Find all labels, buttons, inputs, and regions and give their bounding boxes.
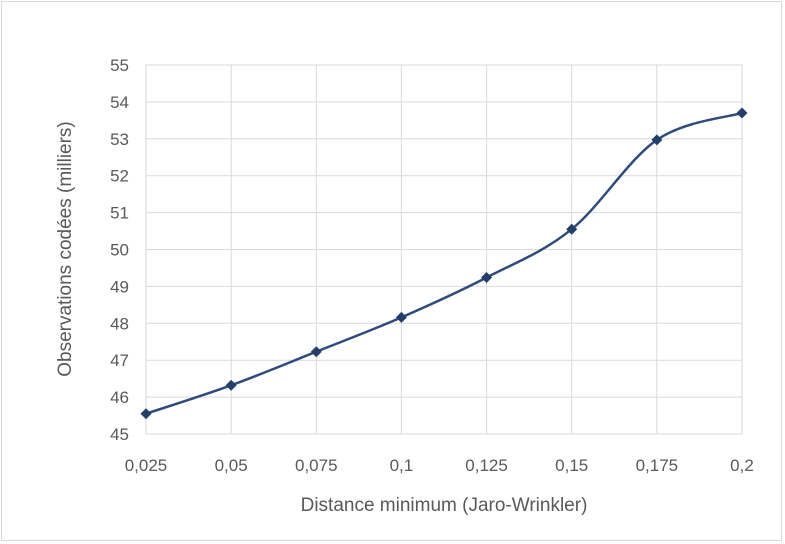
data-point [481, 272, 493, 284]
y-axis-title: Observations codées (milliers) [55, 121, 76, 377]
x-tick-label: 0,05 [215, 456, 248, 475]
x-tick-label: 0,2 [730, 456, 754, 475]
y-tick-label: 52 [110, 167, 129, 186]
y-tick-label: 45 [110, 425, 129, 444]
y-tick-label: 55 [110, 56, 129, 75]
data-point [310, 346, 322, 358]
x-tick-label: 0,025 [125, 456, 168, 475]
y-tick-label: 47 [110, 351, 129, 370]
y-tick-label: 51 [110, 204, 129, 223]
x-tick-label: 0,15 [555, 456, 588, 475]
x-tick-label: 0,075 [295, 456, 338, 475]
y-tick-label: 49 [110, 277, 129, 296]
data-markers [140, 107, 748, 420]
x-tick-label: 0,175 [636, 456, 679, 475]
data-point [651, 134, 663, 146]
y-tick-label: 54 [110, 93, 129, 112]
x-axis-title: Distance minimum (Jaro-Wrinkler) [301, 495, 588, 516]
gridlines [145, 64, 743, 435]
series-line [145, 111, 743, 415]
x-tick-label: 0,125 [465, 456, 508, 475]
y-tick-labels: 45 46 47 48 49 50 51 52 53 54 55 [110, 56, 129, 444]
y-tick-label: 46 [110, 388, 129, 407]
x-tick-label: 0,1 [390, 456, 414, 475]
x-tick-labels: 0,025 0,05 0,075 0,1 0,125 0,15 0,175 0,2 [125, 456, 754, 475]
data-point [736, 107, 748, 119]
data-point [566, 223, 578, 235]
y-tick-label: 53 [110, 130, 129, 149]
y-tick-label: 50 [110, 241, 129, 260]
data-point [140, 408, 152, 420]
y-tick-label: 48 [110, 314, 129, 333]
data-point [395, 311, 407, 323]
data-point [225, 379, 237, 391]
